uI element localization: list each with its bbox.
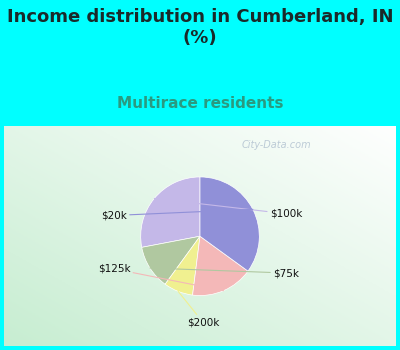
Text: $100k: $100k [154, 198, 302, 219]
Text: City-Data.com: City-Data.com [242, 140, 312, 150]
Wedge shape [165, 236, 200, 295]
Text: $20k: $20k [101, 209, 253, 220]
Text: $75k: $75k [150, 268, 299, 278]
Text: $125k: $125k [98, 264, 224, 291]
Text: Income distribution in Cumberland, IN
(%): Income distribution in Cumberland, IN (%… [7, 8, 393, 47]
Text: Multirace residents: Multirace residents [117, 96, 283, 111]
Wedge shape [192, 236, 248, 295]
Wedge shape [200, 177, 259, 271]
Text: $200k: $200k [178, 292, 219, 327]
Wedge shape [142, 236, 200, 284]
Wedge shape [141, 177, 200, 247]
